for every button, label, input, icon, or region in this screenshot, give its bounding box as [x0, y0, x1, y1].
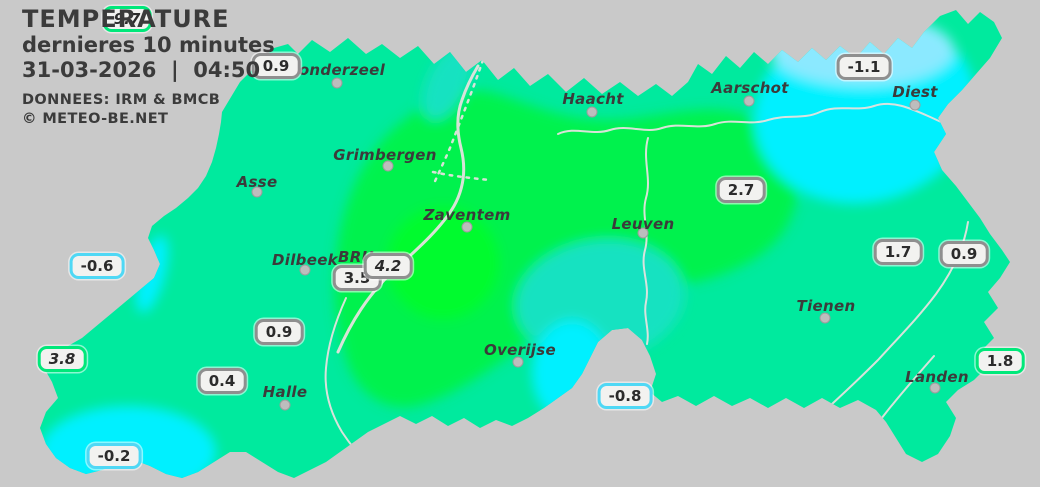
city-dot-marker: [299, 264, 311, 276]
temperature-badge: -1.1: [836, 54, 892, 80]
canal-dotted-branch: [431, 170, 492, 182]
city-dot-marker: [382, 160, 394, 172]
temperature-badge: 1.8: [975, 348, 1025, 374]
city-label: Grimbergen: [333, 146, 437, 164]
city-label: Zaventem: [423, 206, 511, 224]
city-dot-marker: [251, 186, 263, 198]
map-header: TEMPERATURE dernieres 10 minutes 31-03-2…: [22, 6, 275, 129]
city-dot-marker: [909, 99, 921, 111]
temp-zone-green-bright: [386, 206, 500, 320]
canal-dotted-line: [431, 58, 485, 188]
city-label: Tienen: [796, 297, 856, 315]
city-label: Leuven: [611, 215, 675, 233]
temp-zone-teal-north: [422, 45, 472, 121]
city-label: Diest: [892, 83, 938, 101]
temperature-badge: 0.9: [939, 241, 989, 267]
page-title: TEMPERATURE: [22, 5, 230, 33]
river-dijle-line: [642, 137, 649, 345]
date-time-label: 31-03-2026 | 04:50: [22, 58, 261, 82]
city-dot-marker: [929, 382, 941, 394]
city-label: Dilbeek: [272, 251, 338, 269]
temperature-badge: 0.9: [251, 53, 301, 79]
city-dot-marker: [743, 95, 755, 107]
temperature-badge: -0.8: [597, 383, 653, 409]
copyright-label: © METEO-BE.NET: [22, 111, 169, 127]
temperature-badge: 4.2: [363, 253, 413, 279]
city-label: Overijse: [484, 341, 556, 359]
city-dot-marker: [512, 356, 524, 368]
city-label: Haacht: [562, 90, 624, 108]
city-dot-marker: [637, 227, 649, 239]
page-subtitle: dernieres 10 minutes: [22, 33, 275, 57]
city-label: Asse: [236, 173, 278, 191]
city-dot-marker: [331, 77, 343, 89]
temperature-badge: 9.7: [102, 6, 152, 32]
temperature-badge: 1.7: [873, 239, 923, 265]
city-label: Landen: [905, 368, 969, 386]
temperature-badge: -0.2: [86, 443, 142, 469]
temperature-badge: 0.9: [254, 319, 304, 345]
city-dot-marker: [586, 106, 598, 118]
city-dot-marker: [819, 312, 831, 324]
city-label: Halle: [262, 383, 308, 401]
city-dot-marker: [461, 221, 473, 233]
city-label: Aarschot: [711, 79, 789, 97]
data-source-label: DONNEES: IRM & BMCB: [22, 92, 221, 108]
temperature-badge: 3.8: [37, 346, 87, 372]
temperature-badge: 2.7: [716, 177, 766, 203]
city-label: Londerzeel: [288, 61, 386, 79]
temperature-badge: -0.6: [69, 253, 125, 279]
temperature-badge: 0.4: [197, 368, 247, 394]
city-dot-marker: [279, 399, 291, 411]
